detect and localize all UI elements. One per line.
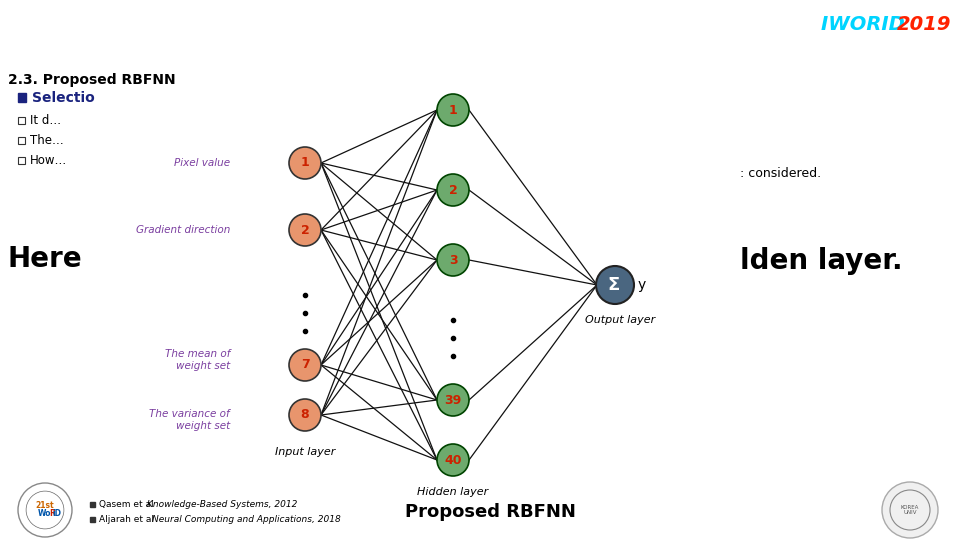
Text: Gradient direction: Gradient direction [135, 225, 230, 235]
Text: 2: 2 [300, 224, 309, 237]
Circle shape [289, 214, 321, 246]
Text: Aljarah et al: Aljarah et al [99, 515, 156, 524]
Circle shape [289, 147, 321, 179]
Circle shape [437, 174, 469, 206]
Text: 39: 39 [444, 394, 462, 407]
Circle shape [289, 399, 321, 431]
Circle shape [437, 384, 469, 416]
Text: Σ: Σ [608, 276, 620, 294]
FancyBboxPatch shape [90, 517, 95, 522]
FancyBboxPatch shape [18, 137, 25, 144]
FancyBboxPatch shape [18, 157, 25, 164]
Text: 3: 3 [448, 253, 457, 267]
Text: The…: The… [30, 134, 63, 147]
FancyBboxPatch shape [18, 117, 25, 124]
Text: Knowledge-Based Systems, 2012: Knowledge-Based Systems, 2012 [147, 500, 298, 509]
Text: 14: 14 [908, 510, 935, 529]
Circle shape [882, 482, 938, 538]
Text: y: y [638, 278, 646, 292]
Text: Hidden layer: Hidden layer [418, 487, 489, 497]
Circle shape [437, 444, 469, 476]
Text: Materials & Methods: Materials & Methods [10, 13, 286, 37]
Text: 40: 40 [444, 454, 462, 467]
Text: Here: Here [8, 245, 83, 273]
Text: Input layer: Input layer [275, 447, 335, 457]
FancyBboxPatch shape [90, 502, 95, 507]
Text: Neural Computing and Applications, 2018: Neural Computing and Applications, 2018 [152, 515, 341, 524]
Text: How…: How… [30, 154, 67, 167]
Text: 7: 7 [300, 359, 309, 372]
Text: Pixel value: Pixel value [174, 158, 230, 168]
Text: R: R [49, 509, 55, 517]
Text: 2.3. Proposed RBFNN: 2.3. Proposed RBFNN [8, 73, 176, 87]
Circle shape [437, 94, 469, 126]
FancyBboxPatch shape [18, 93, 26, 102]
Text: 2019: 2019 [897, 16, 951, 35]
Text: : considered.: : considered. [740, 167, 821, 180]
Text: 8: 8 [300, 408, 309, 422]
Text: Selectio: Selectio [32, 91, 95, 105]
Text: Output layer: Output layer [585, 315, 655, 325]
Text: iD: iD [53, 509, 61, 517]
Text: 1: 1 [300, 157, 309, 170]
Text: Qasem et al: Qasem et al [99, 500, 156, 509]
Circle shape [437, 244, 469, 276]
Circle shape [18, 483, 72, 537]
Text: KOREA
UNIV: KOREA UNIV [900, 504, 919, 515]
Text: It d…: It d… [30, 114, 61, 127]
Text: The variance of
weight set: The variance of weight set [150, 409, 230, 431]
Text: 1: 1 [448, 104, 457, 117]
Circle shape [289, 349, 321, 381]
Text: 2: 2 [448, 184, 457, 197]
Circle shape [596, 266, 634, 304]
Text: The mean of
weight set: The mean of weight set [164, 349, 230, 371]
Text: IWORID: IWORID [821, 16, 911, 35]
Text: Proposed RBFNN: Proposed RBFNN [404, 503, 575, 521]
Text: Wo: Wo [38, 509, 52, 517]
Text: lden layer.: lden layer. [740, 247, 902, 275]
Text: 21st: 21st [36, 501, 55, 510]
